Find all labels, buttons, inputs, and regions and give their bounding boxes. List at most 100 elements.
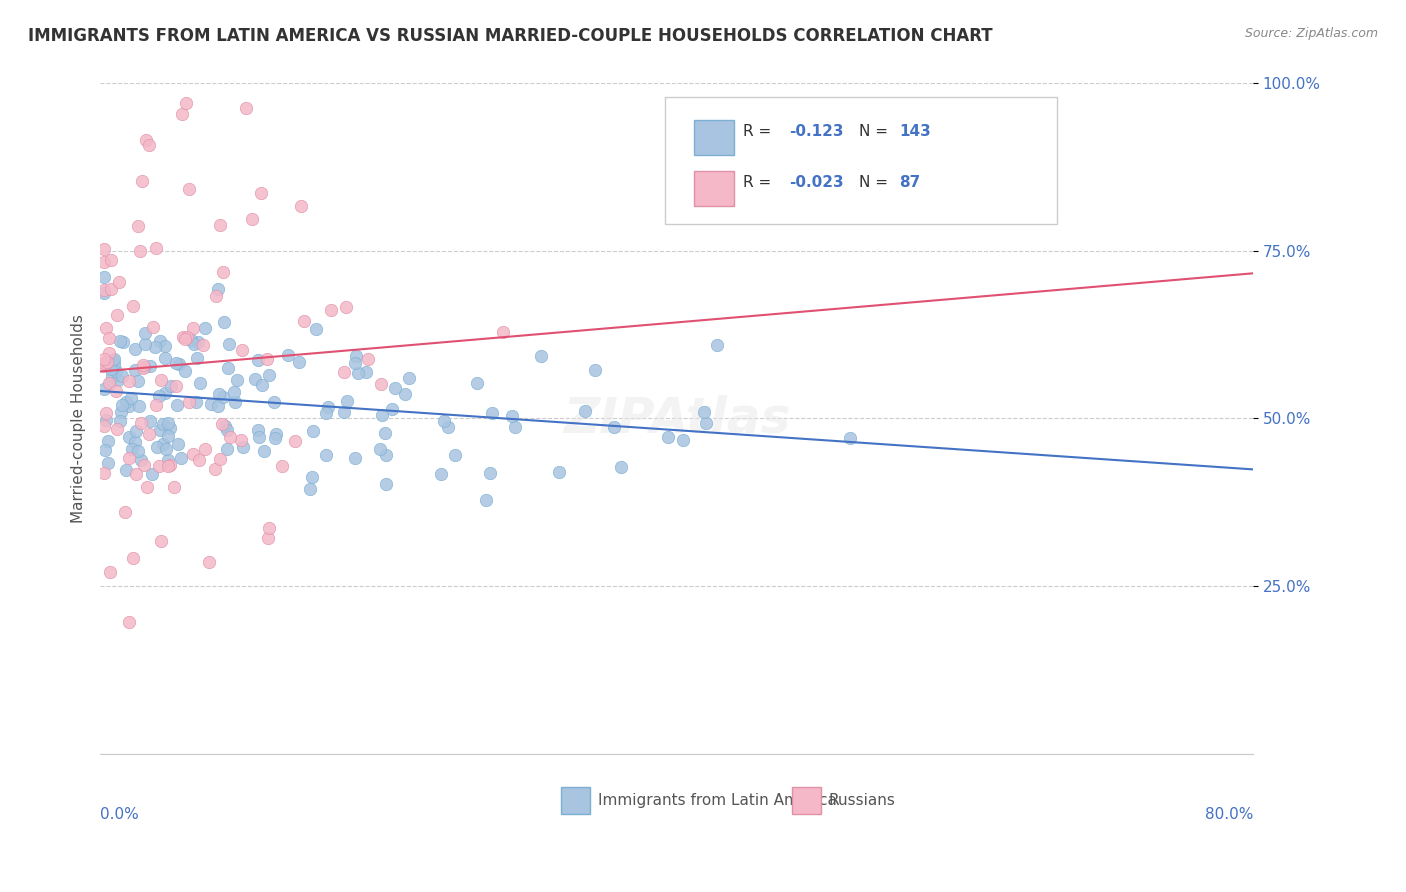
Point bbox=[530, 349, 553, 363]
Point bbox=[118, 615, 141, 629]
Point bbox=[146, 441, 169, 455]
Point bbox=[122, 299, 145, 313]
Point bbox=[217, 442, 239, 457]
Point bbox=[96, 320, 118, 334]
Point bbox=[609, 459, 631, 474]
Point bbox=[132, 458, 155, 472]
Point bbox=[235, 101, 257, 115]
Point bbox=[481, 405, 503, 419]
Point bbox=[226, 373, 249, 387]
Point bbox=[170, 107, 193, 121]
Point bbox=[603, 420, 626, 434]
Point bbox=[138, 359, 160, 373]
Point bbox=[257, 531, 280, 545]
Point bbox=[398, 371, 420, 385]
Point bbox=[492, 326, 515, 340]
Point bbox=[122, 550, 145, 565]
Text: -0.123: -0.123 bbox=[790, 124, 844, 139]
Point bbox=[232, 440, 254, 454]
Point bbox=[138, 138, 160, 153]
Point bbox=[118, 451, 141, 466]
Point bbox=[200, 397, 222, 411]
Point bbox=[165, 356, 187, 370]
Point bbox=[93, 356, 115, 370]
Text: 80.0%: 80.0% bbox=[1205, 807, 1253, 822]
Point bbox=[250, 186, 273, 201]
Point bbox=[152, 437, 174, 451]
Point bbox=[98, 376, 121, 390]
Point bbox=[98, 331, 121, 345]
Point bbox=[263, 395, 285, 409]
Point bbox=[224, 385, 246, 400]
Point bbox=[100, 362, 122, 376]
Point bbox=[96, 406, 118, 420]
Point bbox=[209, 218, 232, 232]
Point bbox=[212, 315, 235, 329]
Point bbox=[108, 275, 131, 289]
Point bbox=[93, 286, 115, 301]
Point bbox=[548, 465, 571, 479]
Point bbox=[332, 405, 354, 419]
Point bbox=[374, 425, 396, 440]
Point bbox=[157, 453, 180, 467]
Point bbox=[437, 420, 460, 434]
Point bbox=[180, 333, 202, 347]
Point bbox=[110, 405, 132, 419]
Text: R =: R = bbox=[744, 176, 776, 191]
Point bbox=[145, 242, 167, 256]
Point bbox=[143, 340, 166, 354]
Point bbox=[166, 398, 188, 412]
Point bbox=[134, 326, 156, 341]
Point bbox=[177, 182, 200, 196]
Point bbox=[374, 476, 396, 491]
Point bbox=[186, 351, 208, 365]
Point bbox=[93, 443, 115, 458]
Point bbox=[247, 429, 270, 443]
Text: R =: R = bbox=[744, 124, 776, 139]
Point bbox=[475, 493, 498, 508]
Point bbox=[194, 442, 217, 456]
Point bbox=[316, 400, 339, 414]
Point bbox=[212, 390, 235, 404]
Point bbox=[211, 417, 233, 431]
Point bbox=[186, 394, 208, 409]
Point bbox=[183, 320, 205, 334]
Point bbox=[176, 330, 198, 344]
Point bbox=[170, 450, 193, 465]
Point bbox=[93, 466, 115, 480]
Text: 0.0%: 0.0% bbox=[100, 807, 139, 822]
Point bbox=[124, 363, 146, 377]
Point bbox=[160, 379, 183, 393]
Point bbox=[120, 391, 142, 405]
Point bbox=[181, 446, 204, 460]
Point bbox=[142, 320, 165, 334]
Point bbox=[343, 356, 366, 370]
Text: Immigrants from Latin America: Immigrants from Latin America bbox=[598, 793, 837, 808]
Point bbox=[384, 381, 406, 395]
Point bbox=[247, 423, 270, 437]
Bar bbox=[693, 120, 734, 155]
Point bbox=[134, 337, 156, 351]
Point bbox=[224, 395, 246, 409]
Point bbox=[131, 453, 153, 467]
Point bbox=[129, 416, 152, 430]
Point bbox=[156, 429, 179, 443]
Point bbox=[153, 351, 176, 365]
Point bbox=[657, 430, 679, 444]
Point bbox=[288, 355, 311, 369]
Text: 143: 143 bbox=[898, 124, 931, 139]
Point bbox=[155, 385, 177, 400]
Point bbox=[347, 366, 370, 380]
Point bbox=[433, 414, 456, 428]
Y-axis label: Married-couple Households: Married-couple Households bbox=[72, 314, 86, 523]
Point bbox=[332, 365, 354, 379]
Point bbox=[127, 374, 149, 388]
Point bbox=[111, 398, 134, 412]
Point bbox=[305, 321, 328, 335]
Bar bbox=[561, 787, 591, 814]
Point bbox=[132, 360, 155, 375]
Point bbox=[179, 394, 201, 409]
Point bbox=[93, 283, 115, 297]
Point bbox=[183, 336, 205, 351]
Point bbox=[211, 265, 233, 279]
